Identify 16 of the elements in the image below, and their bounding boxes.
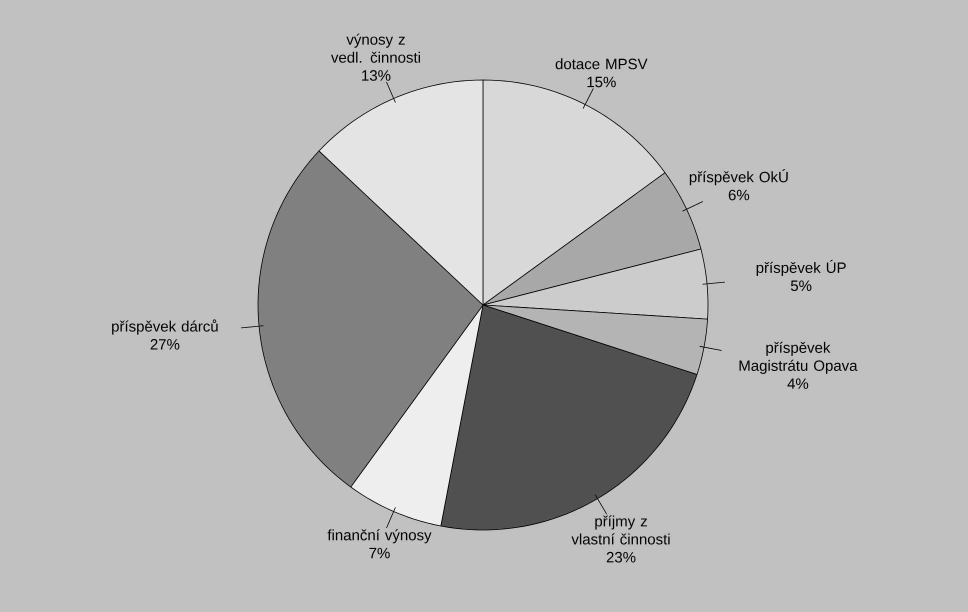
slice-label: dotace MPSV [556,58,648,70]
data-label: 13% [362,70,390,81]
data-label: 4% [787,378,808,389]
slice-label: výnosy z vedl. činnosti [331,34,420,63]
data-label: 15% [587,76,616,88]
slice-label: příjmy z vlastní činnosti [571,515,670,545]
legend-label: příspěvek dárců [112,319,218,335]
data-label: 27% [150,339,180,350]
slice-label: příspěvek OkÚ [690,169,788,186]
data-label: 6% [728,190,750,200]
data-label: 7% [369,548,390,558]
data-label: 23% [606,552,636,563]
slice-label: příspěvek Magistrátu Opava [740,342,858,374]
slice-label: příspěvek ÚP [756,260,846,276]
slice-label: finanční výnosy [328,529,432,544]
data-label: 5% [790,280,812,292]
